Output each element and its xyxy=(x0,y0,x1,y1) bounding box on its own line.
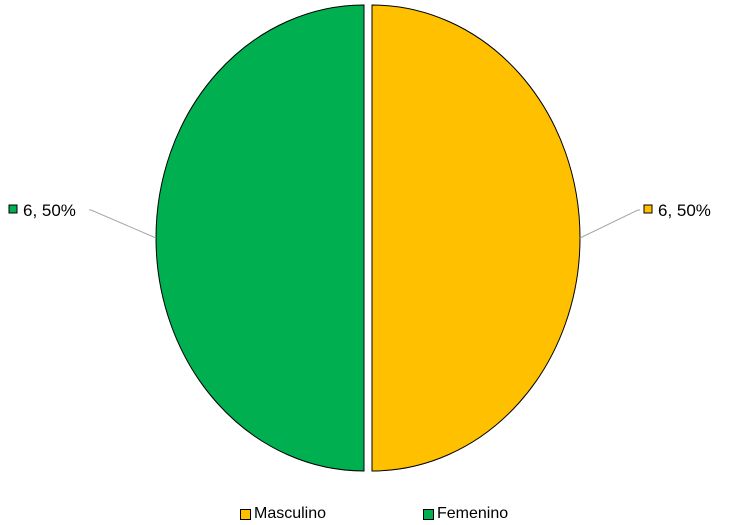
legend: Masculino Femenino xyxy=(0,505,729,525)
legend-item-masculino: Masculino xyxy=(240,505,326,523)
data-label-femenino: 6, 50% xyxy=(23,201,76,220)
leader-line-masculino xyxy=(579,209,640,239)
pie-slice-masculino xyxy=(371,4,581,472)
leader-line-femenino xyxy=(89,209,157,239)
legend-item-femenino: Femenino xyxy=(423,505,508,523)
legend-swatch-masculino xyxy=(240,508,251,520)
legend-label-masculino: Masculino xyxy=(254,505,327,522)
data-label-masculino: 6, 50% xyxy=(658,201,711,220)
data-label-swatch-femenino xyxy=(8,204,18,214)
pie-slice-femenino xyxy=(155,4,365,472)
legend-label-femenino: Femenino xyxy=(437,505,509,522)
legend-swatch-femenino xyxy=(423,508,434,520)
pie-chart: 6, 50% 6, 50% xyxy=(8,4,711,472)
data-label-swatch-masculino xyxy=(643,204,653,214)
